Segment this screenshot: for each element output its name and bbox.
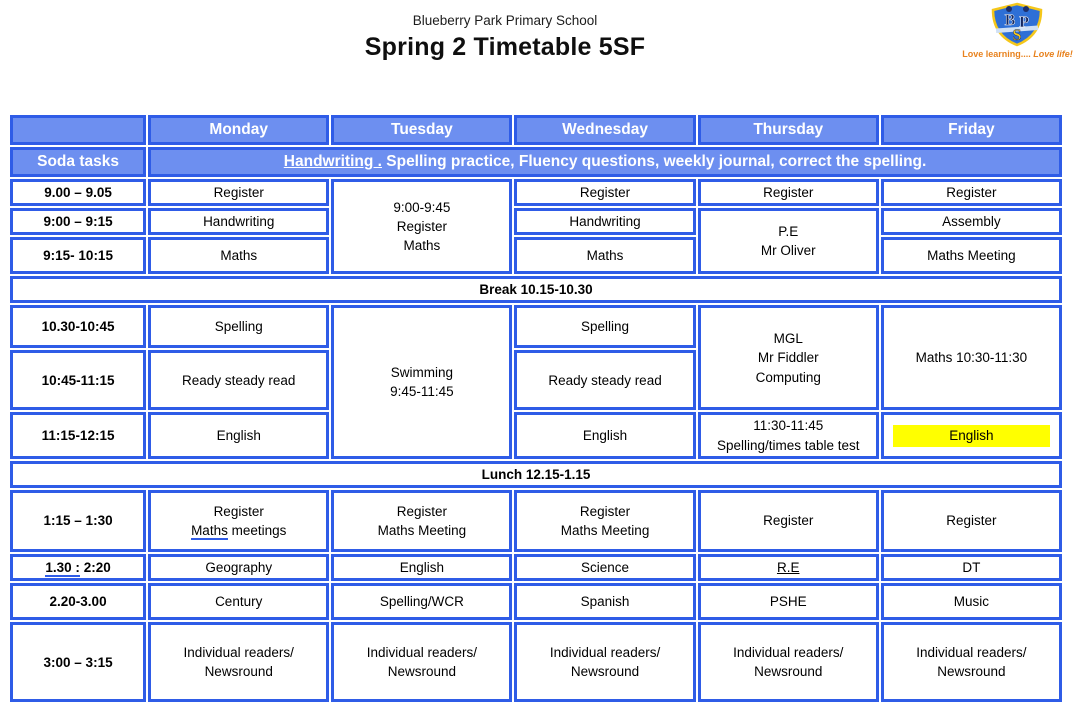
cell-wednesday-register: Register: [514, 179, 696, 207]
time-slot-130-220: 1.30 : 2:20: [10, 553, 147, 582]
cell-friday-music: Music: [880, 583, 1062, 621]
day-header-row: Monday Tuesday Wednesday Thursday Friday: [10, 115, 1062, 145]
break-row: Break 10.15-10.30: [10, 276, 1062, 304]
svg-text:B: B: [1005, 12, 1016, 29]
cell-monday-english: English: [148, 412, 330, 459]
cell-tuesday-english: English: [331, 553, 513, 582]
cell-thursday-pe: P.E Mr Oliver: [697, 208, 879, 275]
cell-monday-century: Century: [148, 583, 330, 621]
time-slot-1115-1215: 11:15-12:15: [10, 412, 147, 459]
time-slot-915-1015: 9:15- 10:15: [10, 237, 147, 275]
cell-friday-maths-meeting: Maths Meeting: [880, 237, 1062, 275]
cell-monday-ready-steady-read: Ready steady read: [148, 350, 330, 411]
time-slot-115-130: 1:15 – 1:30: [10, 489, 147, 552]
soda-tasks-label: Soda tasks: [10, 147, 147, 177]
day-header-tuesday: Tuesday: [331, 115, 513, 145]
timetable: Monday Tuesday Wednesday Thursday Friday…: [8, 113, 1064, 704]
time-slot-1030-1045: 10.30-10:45: [10, 305, 147, 349]
cell-wednesday-spanish: Spanish: [514, 583, 696, 621]
row-1030-1045: 10.30-10:45 Spelling Swimming 9:45-11:45…: [10, 305, 1062, 459]
corner-cell: [10, 115, 147, 145]
day-header-thursday: Thursday: [697, 115, 879, 145]
time-slot-1045-1115: 10:45-11:15: [10, 350, 147, 411]
cell-monday-geography: Geography: [148, 553, 330, 582]
break-banner: Break 10.15-10.30: [10, 276, 1062, 304]
row-115-130: 1:15 – 1:30 Register Maths meetings Regi…: [10, 489, 1062, 552]
cell-monday-maths: Maths: [148, 237, 330, 275]
cell-thursday-readers: Individual readers/Newsround: [697, 622, 879, 703]
cell-thursday-re: R.E: [697, 553, 879, 582]
cell-friday-assembly: Assembly: [880, 208, 1062, 236]
svg-text:S: S: [1013, 27, 1022, 44]
row-130-220: 1.30 : 2:20 Geography English Science R.…: [10, 553, 1062, 582]
row-220-300: 2.20-3.00 Century Spelling/WCR Spanish P…: [10, 583, 1062, 621]
cell-tuesday-morning: 9:00-9:45 Register Maths: [331, 179, 513, 275]
cell-monday-readers: Individual readers/Newsround: [148, 622, 330, 703]
row-1115-1215: 11:15-12:15 English English 11:30-11:45 …: [10, 412, 1062, 459]
soda-tasks-text: Handwriting . Spelling practice, Fluency…: [148, 147, 1062, 177]
time-slot-220-300: 2.20-3.00: [10, 583, 147, 621]
cell-tuesday-readers: Individual readers/Newsround: [331, 622, 513, 703]
lunch-banner: Lunch 12.15-1.15: [10, 460, 1062, 488]
row-900-905: 9.00 – 9.05 Register 9:00-9:45 Register …: [10, 179, 1062, 275]
day-header-monday: Monday: [148, 115, 330, 145]
time-slot-900-905: 9.00 – 9.05: [10, 179, 147, 207]
time-slot-300-315: 3:00 – 3:15: [10, 622, 147, 703]
cell-tuesday-swimming: Swimming 9:45-11:45: [331, 305, 513, 459]
cell-tuesday-spelling-wcr: Spelling/WCR: [331, 583, 513, 621]
cell-wednesday-handwriting: Handwriting: [514, 208, 696, 236]
school-logo-icon: B P S: [991, 2, 1043, 47]
cell-monday-spelling: Spelling: [148, 305, 330, 349]
cell-wednesday-maths: Maths: [514, 237, 696, 275]
time-slot-900-915: 9:00 – 9:15: [10, 208, 147, 236]
cell-friday-register-afternoon: Register: [880, 489, 1062, 552]
row-900-915: 9:00 – 9:15 Handwriting Handwriting P.E …: [10, 208, 1062, 275]
row-1045-1115: 10:45-11:15 Ready steady read Ready stea…: [10, 350, 1062, 411]
cell-monday-register-maths-meetings: Register Maths meetings: [148, 489, 330, 552]
cell-thursday-register: Register: [697, 489, 879, 552]
cell-wednesday-register-maths-meeting: Register Maths Meeting: [514, 489, 696, 552]
row-915-1015: 9:15- 10:15 Maths Maths Maths Meeting: [10, 237, 1062, 275]
day-header-wednesday: Wednesday: [514, 115, 696, 145]
cell-wednesday-science: Science: [514, 553, 696, 582]
cell-wednesday-english: English: [514, 412, 696, 459]
cell-friday-maths-block: Maths 10:30-11:30: [880, 305, 1062, 411]
lunch-row: Lunch 12.15-1.15: [10, 460, 1062, 488]
school-name: Blueberry Park Primary School: [412, 13, 598, 28]
cell-monday-handwriting: Handwriting: [148, 208, 330, 236]
cell-friday-english: English: [880, 412, 1062, 459]
row-300-315: 3:00 – 3:15 Individual readers/Newsround…: [10, 622, 1062, 703]
soda-tasks-row: Soda tasks Handwriting . Spelling practi…: [10, 147, 1062, 177]
cell-thursday-register: Register: [697, 179, 879, 207]
cell-friday-readers: Individual readers/Newsround: [880, 622, 1062, 703]
cell-thursday-pshe: PSHE: [697, 583, 879, 621]
day-header-friday: Friday: [880, 115, 1062, 145]
cell-tuesday-register-maths-meeting: Register Maths Meeting: [331, 489, 513, 552]
cell-monday-register: Register: [148, 179, 330, 207]
svg-text:P: P: [1019, 14, 1029, 31]
cell-thursday-spelling-test: 11:30-11:45 Spelling/times table test: [697, 412, 879, 459]
cell-friday-register: Register: [880, 179, 1062, 207]
cell-friday-dt: DT: [880, 553, 1062, 582]
cell-wednesday-spelling: Spelling: [514, 305, 696, 349]
page-title: Spring 2 Timetable 5SF: [364, 33, 646, 61]
cell-thursday-mgl-computing: MGL Mr Fiddler Computing: [697, 305, 879, 411]
cell-wednesday-readers: Individual readers/Newsround: [514, 622, 696, 703]
cell-wednesday-ready-steady-read: Ready steady read: [514, 350, 696, 411]
logo-motto: Love learning.... Love life!: [962, 49, 1073, 59]
